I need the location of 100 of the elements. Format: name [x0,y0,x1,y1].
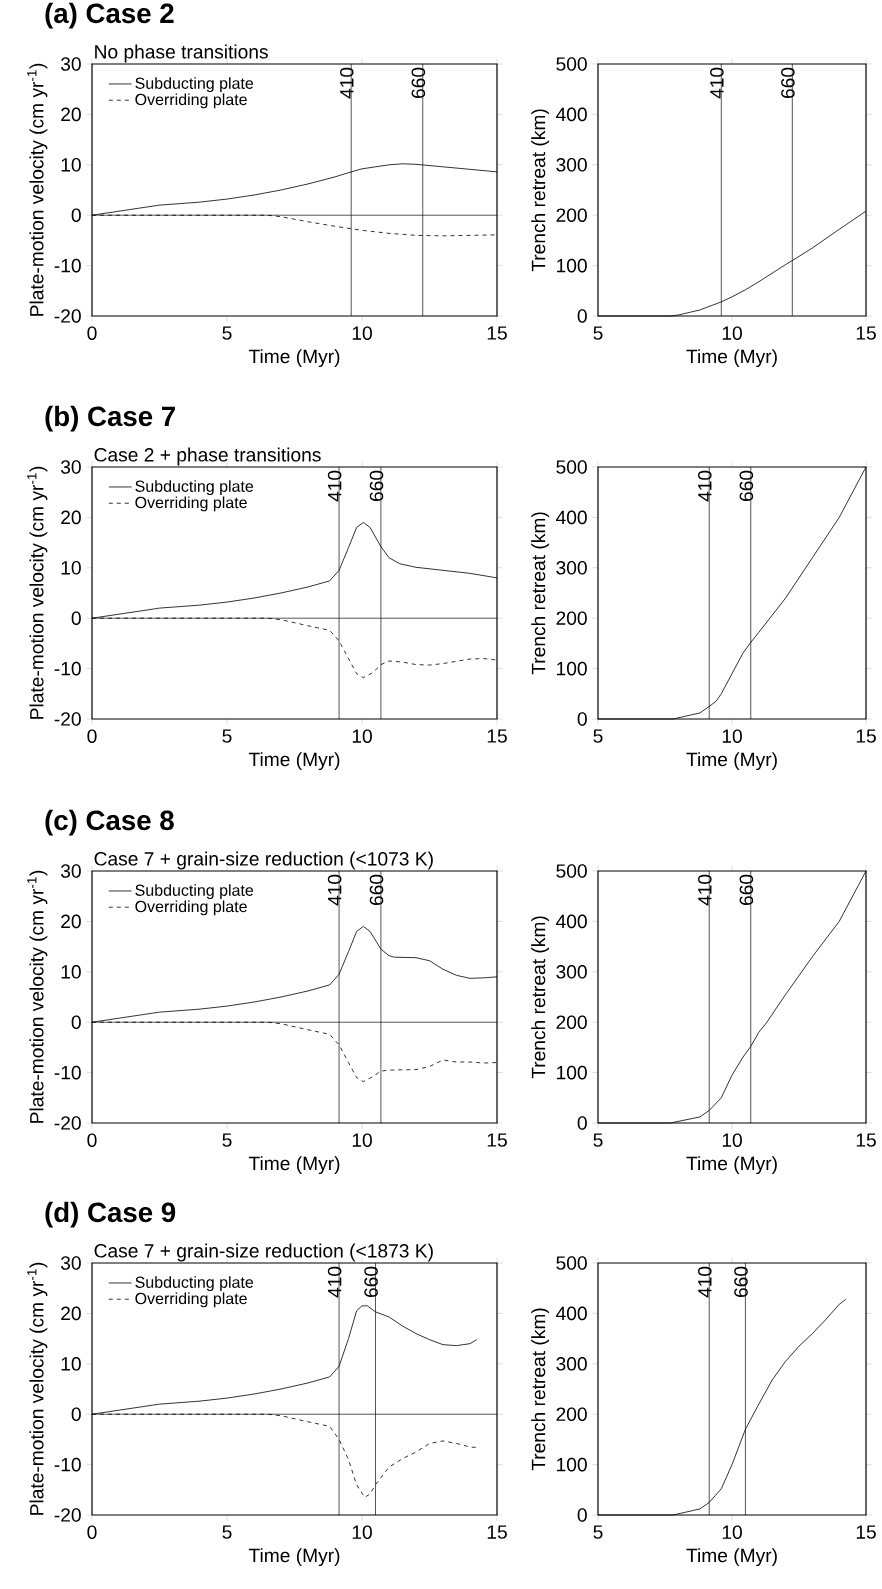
chart-title: (c) Case 8 [45,809,174,836]
y-axis-title: Plate-motion velocity (cm yr$^{-1}$) [27,1262,48,1515]
y-tick-label: 30 [60,1256,81,1270]
x-tick-label: 5 [593,1525,603,1539]
y-tick-label: 30 [60,864,81,878]
x-tick-label: 10 [352,1525,372,1540]
x-axis-title: Time (Myr) [248,752,340,771]
chart-title: (b) Case 7 [45,405,175,432]
annotation: 410 [327,874,342,906]
chart-subtitle: No phase transitions [95,44,268,63]
y-tick-label: 20 [61,107,81,122]
chart-subtitle: Case 7 + grain-size reduction (<1873 K) [94,1243,433,1262]
y-tick-label: 10 [61,158,81,172]
x-tick-label: 5 [593,729,603,743]
x-tick-label: 15 [856,326,876,340]
chart-title: (d) Case 9 [45,1201,176,1228]
x-tick-label: 10 [352,1133,372,1148]
x-tick-label: 15 [487,1133,507,1147]
y-tick-label: 10 [61,561,81,575]
x-axis-title: Time (Myr) [686,1548,777,1567]
y-tick-label: -20 [54,309,81,323]
annotation: 660 [781,67,795,98]
annotation: 410 [340,67,354,99]
y-tick-label: -20 [54,1508,81,1522]
legend-label: Subducting plate [135,480,254,496]
x-tick-label: 15 [487,729,507,743]
y-axis-title: Plate-motion velocity (cm yr$^{-1}$) [27,466,48,719]
y-tick-label: 200 [556,208,587,222]
x-axis-title: Time (Myr) [686,1156,777,1175]
y-tick-label: 300 [556,1357,587,1371]
y-tick-label: 100 [557,661,587,676]
x-axis-title: Time (Myr) [686,752,777,771]
y-tick-label: 0 [71,611,81,625]
y-tick-label: 400 [556,107,587,122]
x-tick-label: 5 [222,1133,232,1147]
y-tick-label: 400 [556,1306,587,1321]
y-tick-label: 20 [61,914,81,929]
x-tick-label: 15 [856,1525,876,1539]
y-tick-label: 300 [556,561,587,575]
y-axis-title: Trench retreat (km) [531,109,550,272]
y-tick-label: 300 [556,158,587,172]
annotation: 660 [411,67,426,98]
x-tick-label: 0 [87,1525,97,1540]
y-tick-label: 100 [557,1065,587,1080]
y-tick-label: 200 [556,1407,587,1422]
y-axis-title: Trench retreat (km) [531,916,550,1079]
y-tick-label: -20 [54,712,81,726]
x-tick-label: 5 [593,1133,603,1147]
x-tick-label: 15 [487,326,507,340]
x-tick-label: 5 [222,1525,232,1539]
x-tick-label: 10 [722,1525,742,1540]
y-tick-label: -10 [54,258,81,273]
x-tick-label: 15 [856,729,876,743]
x-tick-label: 10 [722,326,742,340]
y-tick-label: 20 [61,510,81,525]
annotation: 660 [369,874,384,905]
x-axis-title: Time (Myr) [248,1156,340,1175]
y-tick-label: 0 [577,1508,587,1522]
chart-title: (a) Case 2 [45,2,174,29]
x-tick-label: 5 [222,729,232,743]
y-tick-label: 500 [556,1256,587,1270]
y-tick-label: 30 [60,460,81,474]
y-tick-label: 0 [71,208,81,222]
legend-label: Subducting plate [135,1276,254,1292]
x-tick-label: 15 [487,1525,507,1539]
legend-label: Overriding plate [135,496,247,512]
y-tick-label: 100 [557,1457,587,1472]
x-tick-label: 5 [222,326,232,340]
x-tick-label: 5 [593,326,603,340]
y-tick-label: -20 [54,1116,81,1130]
y-tick-label: 0 [577,1116,587,1130]
x-tick-label: 10 [722,729,742,743]
y-tick-label: 400 [556,510,587,525]
x-tick-label: 15 [856,1133,876,1147]
annotation: 410 [698,874,712,906]
y-tick-label: 300 [556,965,587,979]
annotation: 410 [327,1266,342,1298]
annotation: 660 [739,874,754,905]
annotation: 410 [327,470,342,502]
y-tick-label: 10 [61,1357,81,1371]
y-axis-title: Trench retreat (km) [531,1308,550,1471]
legend-label: Overriding plate [135,900,247,916]
x-tick-label: 10 [722,1133,742,1148]
annotation: 410 [698,1266,712,1298]
y-tick-label: 200 [556,1015,587,1030]
annotation: 660 [739,470,754,501]
annotation: 660 [734,1266,748,1297]
annotation: 660 [364,1266,378,1297]
y-tick-label: 200 [556,611,587,625]
x-tick-label: 10 [352,326,372,340]
y-tick-label: 400 [556,914,587,929]
annotation: 410 [710,67,724,99]
y-tick-label: -10 [54,661,81,676]
y-tick-label: 100 [557,258,587,273]
y-axis-title: Trench retreat (km) [531,512,550,675]
y-tick-label: 0 [71,1407,81,1422]
x-tick-label: 0 [87,729,97,743]
y-tick-label: 0 [577,309,587,323]
x-tick-label: 0 [87,326,97,340]
x-axis-title: Time (Myr) [248,349,340,368]
